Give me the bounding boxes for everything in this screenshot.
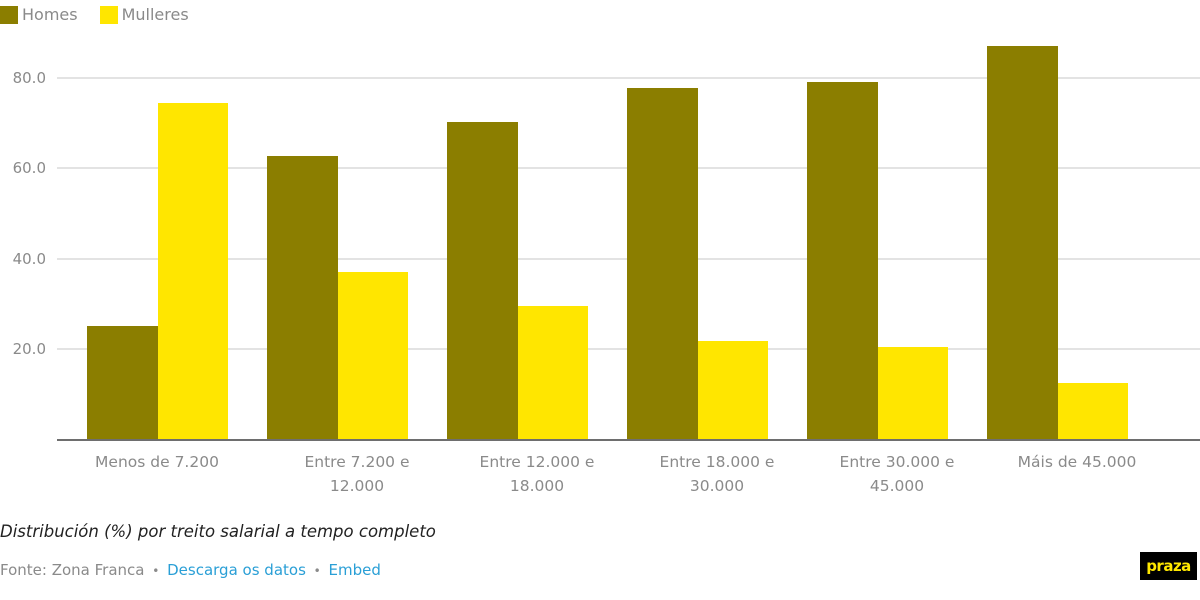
bar-mulleres[interactable] [157, 102, 228, 440]
bar-homes[interactable] [807, 81, 878, 440]
x-axis-baseline [57, 439, 1200, 441]
x-tick-label: Máis de 45.000 [992, 450, 1162, 474]
x-tick-line2: 12.000 [329, 477, 385, 495]
bar-mulleres[interactable] [337, 272, 408, 440]
chart-footer: Fonte: Zona Franca • Descarga os datos •… [0, 561, 381, 579]
legend-label-mulleres: Mulleres [121, 5, 189, 24]
bar-mulleres[interactable] [517, 306, 588, 440]
x-tick-line2: 18.000 [509, 477, 565, 495]
y-tick-label: 80.0 [12, 69, 46, 87]
legend-item-mulleres[interactable]: Mulleres [99, 5, 189, 25]
x-tick-line2: 30.000 [689, 477, 745, 495]
x-tick-line1: Entre 7.200 e [304, 453, 410, 471]
legend-swatch-mulleres [99, 6, 118, 24]
download-data-link[interactable]: Descarga os datos [167, 561, 306, 579]
y-tick-label: 60.0 [12, 159, 46, 177]
x-tick-line1: Entre 18.000 e [659, 453, 775, 471]
bar-mulleres[interactable] [697, 340, 768, 440]
legend-item-homes[interactable]: Homes [0, 5, 78, 25]
footer-separator: • [152, 564, 160, 578]
y-tick-label: 20.0 [12, 340, 46, 358]
x-tick-label: Entre 30.000 e 45.000 [812, 450, 982, 498]
bar-homes[interactable] [267, 156, 338, 440]
bar-homes[interactable] [627, 87, 698, 440]
x-tick-line1: Entre 12.000 e [479, 453, 595, 471]
x-tick-label: Menos de 7.200 [72, 450, 242, 474]
x-tick-line1: Menos de 7.200 [95, 453, 219, 471]
bar-homes[interactable] [987, 45, 1058, 440]
x-tick-line2: 45.000 [869, 477, 925, 495]
bar-mulleres[interactable] [1057, 382, 1128, 440]
footer-separator: • [313, 564, 321, 578]
y-tick-label: 40.0 [12, 250, 46, 268]
x-tick-line1: Máis de 45.000 [1017, 453, 1137, 471]
x-tick-label: Entre 18.000 e 30.000 [632, 450, 802, 498]
legend-swatch-homes [0, 6, 18, 24]
x-tick-label: Entre 12.000 e 18.000 [452, 450, 622, 498]
embed-link[interactable]: Embed [328, 561, 381, 579]
chart-subtitle: Distribución (%) por treito salarial a t… [0, 522, 436, 541]
praza-logo[interactable]: praza [1140, 552, 1197, 580]
plot-area: 80.0 60.0 40.0 20.0 [12, 45, 1200, 441]
chart-legend: Homes Mulleres [0, 4, 211, 26]
gridline-80 [57, 77, 1200, 79]
bar-homes[interactable] [447, 122, 518, 440]
x-tick-line1: Entre 30.000 e [839, 453, 955, 471]
bar-homes[interactable] [87, 325, 158, 440]
x-tick-label: Entre 7.200 e 12.000 [272, 450, 442, 498]
source-text: Fonte: Zona Franca [0, 561, 145, 579]
logo-text: praza [1146, 557, 1191, 575]
legend-label-homes: Homes [22, 5, 78, 24]
bar-mulleres[interactable] [877, 346, 948, 440]
